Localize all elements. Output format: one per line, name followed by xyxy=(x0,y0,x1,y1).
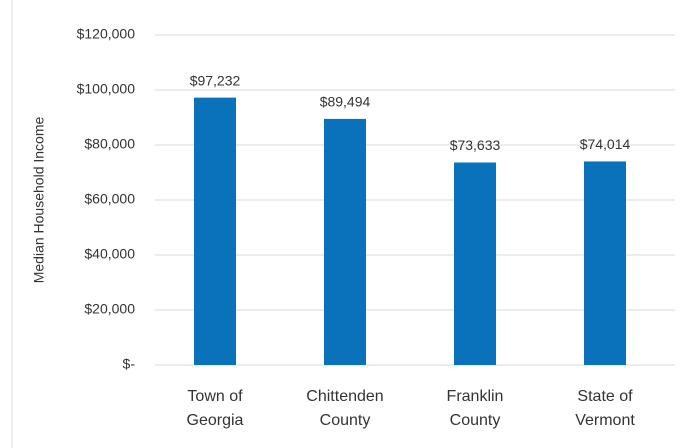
y-tick-label: $80,000 xyxy=(84,136,135,152)
y-tick-label: $40,000 xyxy=(84,246,135,262)
bar xyxy=(454,162,496,365)
y-tick-label: $100,000 xyxy=(77,81,136,97)
y-tick-label: $20,000 xyxy=(84,301,135,317)
bar xyxy=(194,97,236,365)
data-label: $89,494 xyxy=(320,94,371,110)
y-tick-label: $60,000 xyxy=(84,191,135,207)
bar xyxy=(584,161,626,365)
data-label: $73,633 xyxy=(450,137,501,153)
x-tick-label: State of Vermont xyxy=(575,388,635,429)
x-tick-label: Town of Georgia xyxy=(186,388,244,429)
y-axis-label: Median Household Income xyxy=(31,117,47,284)
data-label: $74,014 xyxy=(580,136,631,152)
x-tick-label: Chittenden County xyxy=(306,388,384,429)
data-label: $97,232 xyxy=(190,72,241,88)
y-tick-label: $120,000 xyxy=(77,26,136,42)
y-tick-label: $- xyxy=(123,356,136,372)
x-tick-label: Franklin County xyxy=(446,388,504,429)
bar xyxy=(324,118,366,365)
